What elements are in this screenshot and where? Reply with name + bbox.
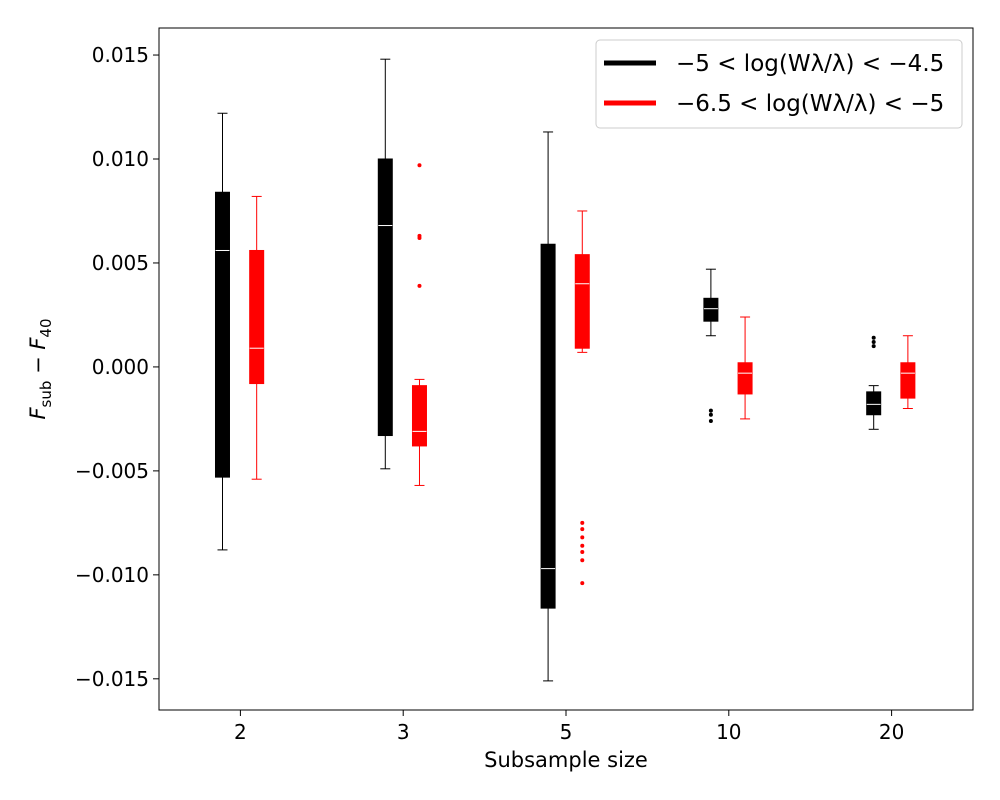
x-tick-label: 3 [397,720,410,744]
plot-marks [214,58,916,682]
outlier-point [580,543,585,548]
y-tick-label: 0.000 [92,355,149,379]
box-body [540,243,556,609]
box-body [900,362,916,399]
outlier-point [871,335,876,340]
y-tick-label: −0.005 [75,459,149,483]
outlier-point [580,535,585,540]
y-axis: 0.015 0.010 0.005 0.000 −0.005 −0.010 −0.015 [75,43,159,691]
legend-entry-label: −5 < log(Wλ/λ) < −4.5 [676,51,944,77]
box-body [574,254,590,349]
outlier-point [580,549,585,554]
x-tick-label: 10 [716,720,741,744]
box-red-5 [574,210,590,586]
y-tick-label: 0.015 [92,43,149,67]
x-axis-label: Subsample size [484,748,648,772]
box-body [703,297,719,322]
box-body [737,362,753,395]
box-body [249,249,265,385]
box-red-20 [900,335,916,410]
box-red-2 [249,195,265,480]
outlier-point [580,520,585,525]
box-black-2 [214,112,230,551]
legend: −5 < log(Wλ/λ) < −4.5 −6.5 < log(Wλ/λ) < … [595,39,963,129]
outlier-point [580,581,585,586]
outlier-point [580,558,585,563]
y-tick-label: −0.010 [75,563,149,587]
box-body [214,191,230,478]
box-red-10 [737,316,753,420]
y-tick-label: 0.010 [92,147,149,171]
box-red-3 [411,163,427,486]
outlier-point [417,163,422,168]
legend-frame [595,39,963,129]
x-tick-label: 2 [234,720,247,744]
x-tick-label: 20 [879,720,904,744]
box-body [866,391,882,416]
x-axis: 2 3 5 10 20 [234,710,904,744]
outlier-point [417,233,422,238]
outlier-point [417,283,422,288]
box-body [411,385,427,447]
outlier-point [708,408,713,413]
box-black-3 [377,58,393,470]
outlier-point [580,527,585,532]
legend-entry-label: −6.5 < log(Wλ/λ) < −5 [676,91,944,117]
box-black-20 [866,335,882,430]
outlier-point [871,344,876,349]
box-body [377,158,393,437]
x-tick-label: 5 [560,720,573,744]
y-tick-label: −0.015 [75,667,149,691]
outlier-point [708,412,713,417]
box-black-5 [540,131,556,682]
y-tick-label: 0.005 [92,251,149,275]
box-black-10 [703,268,719,423]
outlier-point [708,418,713,423]
outlier-point [871,339,876,344]
